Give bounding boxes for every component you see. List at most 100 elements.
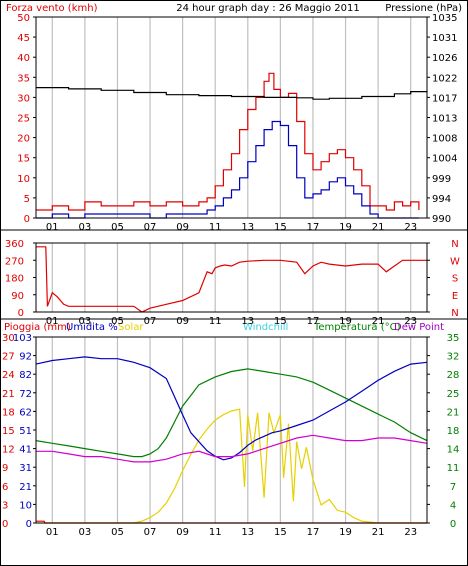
humidity-tick-label: 103: [13, 333, 32, 344]
series-line-dew-point: [36, 434, 428, 463]
y-tick-label: 10: [17, 174, 30, 185]
humidity-tick-label: 31: [19, 463, 32, 474]
x-tick-label: 11: [209, 316, 222, 327]
y-tick-label: 5: [24, 194, 30, 205]
temperature-tick-label: 14: [447, 445, 460, 456]
legend-rain: Pioggia (mm): [4, 322, 71, 333]
temperature-tick-label: 35: [447, 333, 460, 344]
series-line-pressione-hpa: [36, 87, 428, 100]
rain-tick-label: 21: [2, 389, 15, 400]
legend-windchill: Windchill: [243, 322, 288, 333]
y2-tick-label: N: [451, 239, 458, 250]
y2-tick-label: 1004: [432, 154, 457, 165]
rain-tick-label: 24: [2, 370, 15, 381]
x-tick-label: 23: [404, 527, 417, 538]
temperature-tick-label: 18: [447, 426, 460, 437]
plot-border: [35, 336, 428, 524]
x-tick-label: 05: [111, 222, 124, 233]
temperature-tick-label: 7: [450, 482, 456, 493]
temperature-tick-label: 21: [447, 407, 460, 418]
x-tick-label: 23: [404, 222, 417, 233]
plot-border: [35, 242, 428, 313]
humidity-tick-label: 41: [19, 445, 32, 456]
x-tick-label: 11: [209, 222, 222, 233]
x-tick-label: 03: [79, 222, 92, 233]
wind-speed-axis-label: Forza vento (kmh): [6, 3, 98, 14]
x-tick-label: 19: [339, 527, 352, 538]
x-tick-label: 15: [274, 316, 287, 327]
rain-tick-label: 3: [2, 500, 8, 511]
y-tick-label: 30: [17, 93, 30, 104]
x-tick-label: 09: [176, 527, 189, 538]
pressure-axis-label: Pressione (hPa): [385, 3, 462, 14]
x-tick-label: 13: [241, 316, 254, 327]
x-tick-label: 17: [307, 527, 320, 538]
x-tick-label: 07: [144, 316, 157, 327]
rain-tick-label: 12: [2, 445, 15, 456]
chart-title: 24 hour graph day : 26 Maggio 2011: [176, 3, 359, 14]
y-tick-label: 180: [5, 274, 24, 285]
series-line-raffica: [36, 120, 419, 219]
rain-tick-label: 27: [2, 352, 15, 363]
x-tick-label: 17: [307, 316, 320, 327]
legend-solar: Solar: [118, 322, 144, 333]
y-tick-label: 360: [5, 239, 24, 250]
legend-humidity: Umidita %: [66, 322, 118, 333]
temperature-tick-label: 11: [447, 463, 460, 474]
y-tick-label: 15: [17, 154, 30, 165]
rain-tick-label: 9: [2, 463, 8, 474]
temperature-tick-label: 25: [447, 389, 460, 400]
humidity-tick-label: 0: [26, 519, 32, 530]
series-line-forza-vento-kmh: [36, 72, 420, 211]
x-tick-label: 19: [339, 316, 352, 327]
panel-1: 01 03 05 07 09 11 13 15 17 19 21 230510152025303540…: [17, 13, 457, 233]
x-tick-label: 01: [46, 222, 59, 233]
x-tick-label: 03: [79, 316, 92, 327]
x-tick-label: 15: [274, 527, 287, 538]
humidity-tick-label: 92: [19, 352, 32, 363]
x-tick-label: 21: [372, 527, 385, 538]
series-line-temperatura-c: [35, 368, 428, 458]
temperature-tick-label: 4: [450, 500, 456, 511]
rain-tick-label: 6: [2, 482, 8, 493]
y2-tick-label: 1013: [432, 114, 457, 125]
series-line-umidita: [35, 356, 428, 461]
x-tick-label: 01: [46, 316, 59, 327]
humidity-tick-label: 82: [19, 370, 32, 381]
temperature-tick-label: 0: [450, 519, 456, 530]
humidity-tick-label: 72: [19, 389, 32, 400]
plot-border: [35, 16, 428, 219]
humidity-tick-label: 21: [19, 482, 32, 493]
x-tick-label: 05: [111, 527, 124, 538]
series-line-solar: [36, 408, 427, 524]
x-tick-label: 21: [372, 316, 385, 327]
rain-tick-label: 0: [2, 519, 8, 530]
x-tick-label: 23: [404, 316, 417, 327]
y2-tick-label: 1035: [432, 13, 457, 24]
y-tick-label: 0: [24, 214, 30, 225]
y-tick-label: 270: [5, 256, 24, 267]
temperature-tick-label: 28: [447, 370, 460, 381]
x-tick-label: 09: [176, 222, 189, 233]
temperature-tick-label: 32: [447, 352, 460, 363]
x-tick-label: 09: [176, 316, 189, 327]
y2-tick-label: 1022: [432, 73, 457, 84]
y2-tick-label: 1017: [432, 93, 457, 104]
y-tick-label: 20: [17, 134, 30, 145]
y2-tick-label: N: [451, 308, 458, 319]
y2-tick-label: 1008: [432, 134, 457, 145]
humidity-tick-label: 51: [19, 426, 32, 437]
x-tick-label: 07: [144, 527, 157, 538]
x-tick-label: 11: [209, 527, 222, 538]
y2-tick-label: 1031: [432, 33, 457, 44]
panel-3: 01 03 05 07 09 11 13 15 17 19 21 230010321631941125…: [2, 333, 459, 538]
x-tick-label: 13: [241, 527, 254, 538]
y-tick-label: 90: [11, 291, 24, 302]
y-tick-label: 40: [17, 53, 30, 64]
x-tick-label: 19: [339, 222, 352, 233]
rain-tick-label: 30: [2, 333, 15, 344]
x-tick-label: 17: [307, 222, 320, 233]
x-tick-label: 03: [79, 527, 92, 538]
